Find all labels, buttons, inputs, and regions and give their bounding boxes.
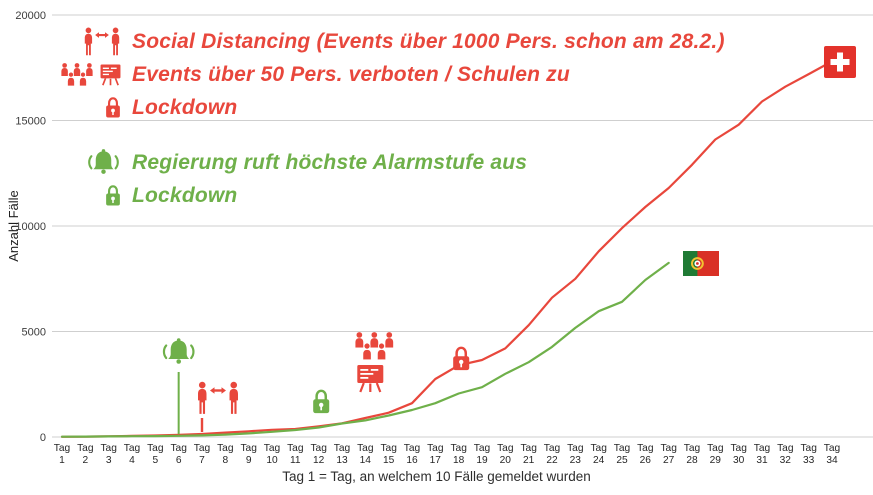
switzerland-flag-icon [824, 46, 856, 83]
x-tick-label: Tag 10 [264, 443, 281, 466]
legend-label-social-distancing: Social Distancing (Events über 1000 Pers… [132, 29, 725, 53]
x-tick-label: Tag 31 [754, 443, 771, 466]
x-tick-label: Tag 27 [660, 443, 677, 466]
blackboard-icon [356, 363, 385, 393]
x-tick-label: Tag 23 [567, 443, 584, 466]
legend-label-lockdown-pt: Lockdown [132, 183, 238, 207]
people-distance-icon [82, 26, 122, 57]
x-tick-label: Tag 7 [194, 443, 211, 466]
x-tick-label: Tag 21 [520, 443, 537, 466]
y-axis-title: Anzahl Fälle [6, 190, 21, 262]
series-line-portugal [60, 261, 670, 438]
annotations-legend: Social Distancing (Events über 1000 Pers… [64, 25, 725, 212]
x-tick-label: Tag 18 [450, 443, 467, 466]
x-tick-label: Tag 3 [100, 443, 117, 466]
lock-icon [451, 346, 471, 372]
x-tick-label: Tag 17 [427, 443, 444, 466]
y-tick-label: 0 [40, 432, 46, 444]
legend-row-lockdown-ch: Lockdown [64, 91, 725, 124]
x-tick-label: Tag 8 [217, 443, 234, 466]
x-tick-label: Tag 26 [637, 443, 654, 466]
legend-label-events-verboten: Events über 50 Pers. verboten / Schulen … [132, 62, 570, 86]
people-distance-icon [198, 382, 238, 414]
x-tick-label: Tag 29 [707, 443, 724, 466]
y-tick-label: 15000 [15, 116, 46, 128]
series-line-switzerland [60, 60, 834, 438]
x-tick-label: Tag 20 [497, 443, 514, 466]
legend-row-lockdown-pt: Lockdown [64, 179, 725, 212]
legend-row-events-verboten: Events über 50 Pers. verboten / Schulen … [64, 58, 725, 91]
x-tick-label: Tag 34 [824, 443, 841, 466]
legend-icon-cell [64, 147, 122, 178]
x-tick-label: Tag 22 [544, 443, 561, 466]
portugal-flag-icon [682, 250, 719, 281]
lock-icon [104, 184, 122, 207]
x-tick-label: Tag 13 [334, 443, 351, 466]
legend-row-social-distancing: Social Distancing (Events über 1000 Pers… [64, 25, 725, 58]
alarm-bell-icon [162, 337, 195, 365]
x-tick-label: Tag 9 [240, 443, 257, 466]
x-tick-label: Tag 16 [404, 443, 421, 466]
crowd-icon [355, 332, 393, 360]
x-axis-title: Tag 1 = Tag, an welchem 10 Fälle gemelde… [282, 469, 591, 484]
legend-label-alarmstufe: Regierung ruft höchste Alarmstufe aus [132, 150, 528, 174]
legend-spacer [64, 124, 725, 146]
alarm-bell-icon [85, 147, 122, 178]
crowd-icon [59, 63, 95, 87]
x-tick-label: Tag 33 [800, 443, 817, 466]
legend-row-alarmstufe: Regierung ruft höchste Alarmstufe aus [64, 146, 725, 179]
lock-icon [104, 96, 122, 119]
y-tick-label: 20000 [15, 10, 46, 22]
y-tick-label: 10000 [15, 221, 46, 233]
lock-icon [311, 389, 331, 415]
legend-icon-cell [64, 184, 122, 207]
x-tick-label: Tag 14 [357, 443, 374, 466]
legend-icon-cell [64, 63, 122, 87]
x-tick-label: Tag 25 [614, 443, 631, 466]
blackboard-icon [99, 63, 122, 86]
x-tick-label: Tag 5 [147, 443, 164, 466]
x-tick-label: Tag 12 [310, 443, 327, 466]
x-tick-label: Tag 24 [590, 443, 607, 466]
x-tick-label: Tag 6 [170, 443, 187, 466]
legend-label-lockdown-ch: Lockdown [132, 95, 238, 119]
y-tick-label: 5000 [22, 327, 46, 339]
legend-icon-cell [64, 96, 122, 119]
x-tick-label: Tag 28 [684, 443, 701, 466]
x-tick-label: Tag 32 [777, 443, 794, 466]
x-tick-label: Tag 2 [77, 443, 94, 466]
x-tick-label: Tag 15 [380, 443, 397, 466]
x-tick-label: Tag 4 [124, 443, 141, 466]
legend-icon-cell [64, 26, 122, 57]
x-tick-label: Tag 19 [474, 443, 491, 466]
x-tick-label: Tag 11 [287, 443, 304, 466]
x-tick-label: Tag 1 [54, 443, 71, 466]
x-tick-label: Tag 30 [730, 443, 747, 466]
